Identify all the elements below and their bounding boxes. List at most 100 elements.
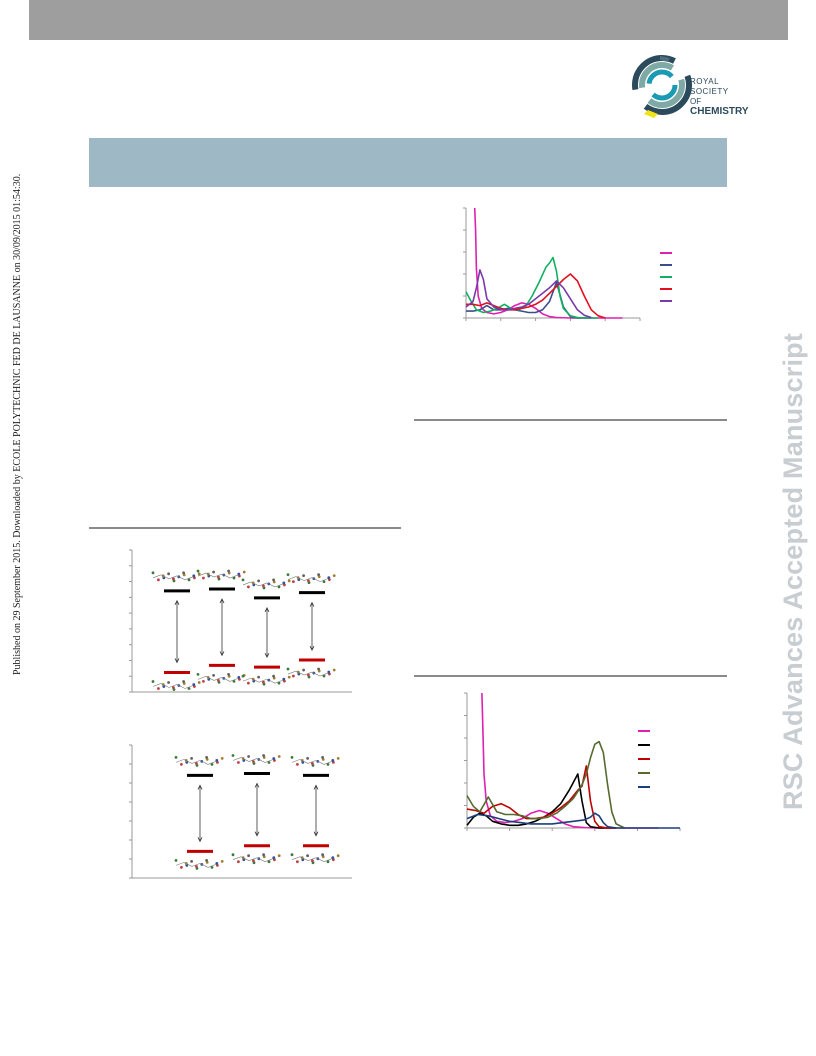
molecule-structure-3 — [241, 674, 291, 686]
atom — [272, 674, 275, 678]
arrow-head-down — [254, 831, 260, 837]
energy-diagram-plot-1 — [129, 549, 352, 693]
atom — [231, 754, 235, 757]
atom — [292, 674, 295, 678]
atom — [241, 578, 245, 582]
atom — [247, 755, 250, 758]
absorption-spectra-chart-2 — [440, 688, 690, 836]
atom — [205, 756, 208, 759]
section-divider-left — [89, 527, 401, 529]
atom — [322, 674, 326, 678]
series-line-4 — [466, 740, 625, 829]
energy-level-diagram-1 — [120, 545, 360, 710]
download-notice: Published on 29 September 2015. Download… — [12, 173, 23, 675]
arrow-head-down — [174, 658, 180, 664]
atom — [215, 862, 219, 865]
atom — [282, 581, 286, 585]
atom — [174, 756, 178, 759]
molecule-structure-1 — [151, 680, 201, 691]
atom — [262, 754, 265, 757]
atom — [217, 575, 220, 579]
rsc-logo-mark — [632, 55, 692, 118]
atom — [172, 686, 175, 689]
molecule-structure-3 — [241, 578, 291, 590]
arrow-head-down — [197, 837, 203, 843]
atom — [287, 579, 291, 583]
atom — [180, 763, 183, 766]
atom — [257, 675, 260, 679]
logo-line-2: OF — [690, 97, 702, 106]
atom — [321, 756, 324, 759]
atom — [174, 859, 178, 862]
atom — [231, 853, 235, 857]
logo-wordmark: ROYAL SOCIETY OF CHEMISTRY — [690, 77, 749, 117]
atom — [277, 681, 281, 685]
atom — [262, 853, 265, 857]
atom — [302, 668, 305, 672]
atom — [195, 762, 198, 765]
series-line-4 — [466, 273, 606, 319]
atom — [151, 680, 155, 683]
atom — [327, 576, 331, 579]
atom — [182, 680, 185, 683]
atom — [272, 578, 275, 582]
atom — [212, 570, 215, 574]
section-divider-right-bottom — [414, 675, 727, 677]
atom — [220, 757, 224, 760]
atom — [237, 572, 241, 576]
atom — [252, 760, 255, 763]
molecule-structure-2 — [196, 672, 246, 684]
atom — [217, 678, 220, 682]
molecule-structure-1 — [151, 571, 201, 583]
series-line-1 — [481, 692, 659, 829]
molecule-structure-1 — [174, 756, 224, 767]
bond-chain — [152, 683, 194, 689]
arrow-head-up — [313, 784, 319, 790]
bond-chain — [287, 670, 329, 677]
article-title-band — [89, 138, 727, 187]
atom — [205, 859, 208, 862]
atom — [272, 757, 276, 760]
atom — [187, 687, 191, 690]
atom — [151, 571, 155, 575]
atom — [242, 570, 246, 574]
bond-chain — [242, 581, 284, 588]
series-line-5 — [465, 269, 592, 319]
arrow-head-up — [254, 782, 260, 788]
atom — [157, 578, 160, 582]
atom — [326, 860, 330, 864]
atom — [331, 759, 335, 762]
atom — [232, 679, 236, 683]
atom — [192, 574, 196, 578]
molecule-structure-3 — [290, 756, 340, 767]
atom — [192, 683, 196, 686]
atom — [306, 757, 309, 760]
atom — [321, 853, 324, 857]
bond-chain — [291, 856, 333, 863]
atom — [202, 679, 205, 683]
atom — [210, 866, 214, 869]
atom — [282, 677, 286, 681]
atom — [296, 860, 299, 864]
atom — [241, 674, 245, 678]
bond-chain — [175, 862, 217, 868]
atom — [190, 860, 193, 863]
atom — [262, 680, 265, 684]
atom — [336, 757, 340, 760]
series-line-5 — [466, 812, 680, 829]
molecule-structure-4 — [286, 667, 336, 679]
atom — [326, 763, 330, 766]
atom — [196, 569, 200, 573]
atom — [277, 585, 281, 589]
bond-chain — [197, 676, 239, 682]
atom — [311, 859, 314, 863]
bond-chain — [232, 856, 274, 863]
atom — [290, 756, 294, 759]
atom — [327, 670, 331, 674]
atom — [317, 667, 320, 671]
atom — [272, 856, 276, 860]
bond-chain — [242, 677, 284, 684]
bond-chain — [232, 757, 274, 763]
atom — [267, 860, 271, 864]
spectra-plot-1 — [463, 207, 672, 321]
